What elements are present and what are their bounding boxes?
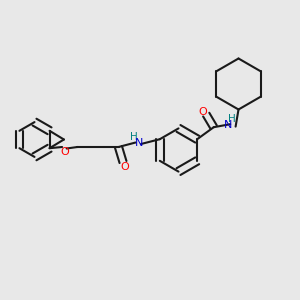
Text: O: O [60,147,69,158]
Text: H: H [130,132,138,142]
Text: H: H [227,114,235,124]
Text: N: N [135,138,143,148]
Text: N: N [224,120,232,130]
Text: O: O [120,162,129,172]
Text: O: O [198,106,207,117]
